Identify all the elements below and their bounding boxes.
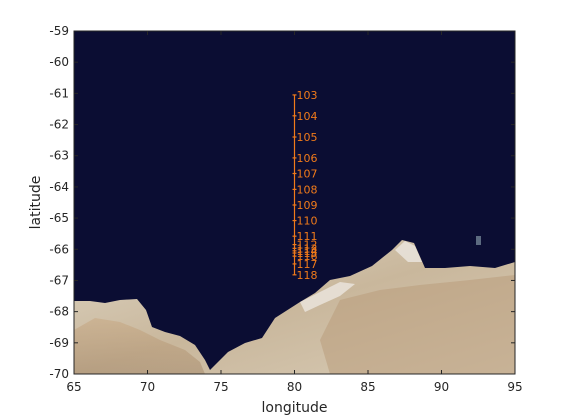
y-tick-label: -70 xyxy=(49,367,69,381)
x-tick-label: 85 xyxy=(360,380,375,394)
y-tick-label: -68 xyxy=(49,305,69,319)
station-label: 113 xyxy=(297,242,318,255)
y-tick-label: -60 xyxy=(49,55,69,69)
ice-highlight xyxy=(300,241,422,312)
y-axis: -70 -69 -68 -67 -66 -65 -64 -63 -62 -61 -60 -59 xyxy=(49,24,515,381)
x-tick-label: 65 xyxy=(66,380,81,394)
y-tick-label: -63 xyxy=(49,149,69,163)
station-label: 117 xyxy=(297,258,318,271)
x-tick-label: 80 xyxy=(287,380,302,394)
x-tick-label: 90 xyxy=(434,380,449,394)
station-label: 109 xyxy=(297,199,318,212)
y-tick-label: -69 xyxy=(49,336,69,350)
station-label: 116 xyxy=(297,250,318,263)
y-tick-label: -64 xyxy=(49,180,69,194)
y-tick-label: -66 xyxy=(49,242,69,256)
x-axis: 65 70 75 80 85 90 95 xyxy=(66,31,523,394)
x-tick-label: 75 xyxy=(213,380,228,394)
station-label: 106 xyxy=(297,152,318,165)
station-label: 111 xyxy=(297,230,318,243)
station-label: 112 xyxy=(297,239,318,252)
y-tick-label: -65 xyxy=(49,211,69,225)
map-background xyxy=(74,31,515,374)
station-label: 114 xyxy=(297,245,318,258)
station-label: 115 xyxy=(297,247,318,260)
station-label: 107 xyxy=(297,168,318,181)
ice-shading-east xyxy=(320,275,515,374)
x-tick-label: 95 xyxy=(507,380,522,394)
station-label: 104 xyxy=(297,110,318,123)
station-layer: 1031041051061071081091101111121131141151… xyxy=(292,89,318,282)
station-label: 108 xyxy=(297,183,318,196)
small-island xyxy=(476,236,481,245)
x-tick-label: 70 xyxy=(140,380,155,394)
y-tick-label: -61 xyxy=(49,86,69,100)
station-label: 110 xyxy=(297,215,318,228)
x-axis-label: longitude xyxy=(262,400,328,416)
y-tick-label: -59 xyxy=(49,24,69,38)
station-label: 118 xyxy=(297,269,318,282)
y-axis-label: latitude xyxy=(28,176,44,230)
station-label: 103 xyxy=(297,89,318,102)
ice-shading xyxy=(74,318,205,374)
y-tick-label: -62 xyxy=(49,118,69,132)
y-tick-label: -67 xyxy=(49,273,69,287)
station-label: 105 xyxy=(297,131,318,144)
